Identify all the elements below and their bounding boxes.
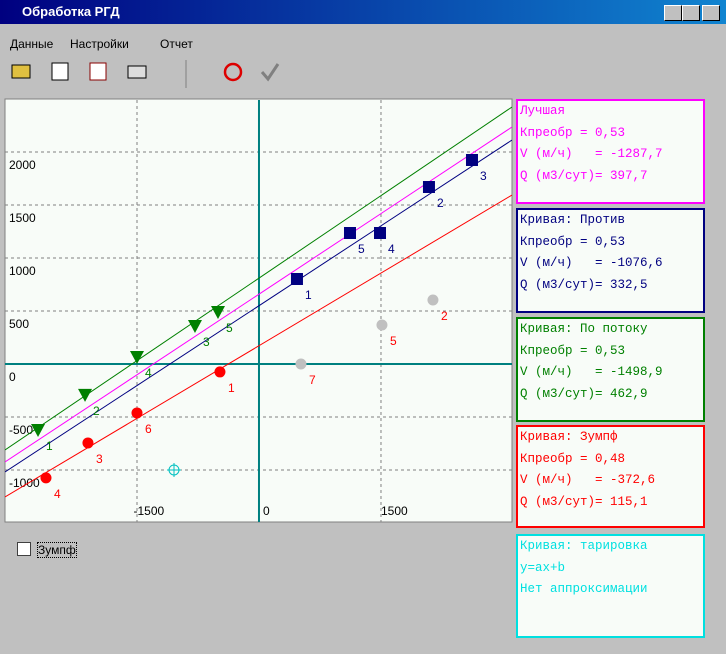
y-tick-label: -1000 bbox=[9, 476, 40, 490]
point-label: 1 bbox=[46, 439, 53, 453]
panel-line: Кпреобр = 0,53 bbox=[520, 343, 626, 358]
info-panel: Кривая: Против Кпреобр = 0,53 V (м/ч) = -1… bbox=[516, 208, 705, 313]
checkbox[interactable] bbox=[17, 542, 31, 556]
point-label: 7 bbox=[309, 373, 316, 387]
point bbox=[131, 407, 143, 419]
panel-line: Кпреобр = 0,48 bbox=[520, 451, 626, 466]
point-label: 5 bbox=[390, 334, 397, 348]
y-tick-label: 2000 bbox=[9, 158, 36, 172]
point-label: 6 bbox=[145, 422, 152, 436]
info-panel: Лучшая Кпреобр = 0,53 V (м/ч) = -1287,7 Q (… bbox=[516, 99, 705, 204]
panel-line: Лучшая bbox=[520, 104, 566, 118]
checkbox-label[interactable]: Зумпф bbox=[37, 542, 77, 558]
point bbox=[210, 305, 225, 319]
minimize[interactable] bbox=[664, 5, 682, 21]
y-tick-label: 0 bbox=[9, 370, 16, 384]
point bbox=[290, 272, 303, 285]
point-label: 2 bbox=[437, 196, 444, 210]
panel-line: Q (м3/сут)= 332,5 bbox=[520, 277, 648, 292]
panel-line: Кривая: По потоку bbox=[520, 322, 648, 336]
point-label: 3 bbox=[96, 452, 103, 466]
point bbox=[187, 320, 202, 334]
panel-line: V (м/ч) = -372,6 bbox=[520, 473, 656, 487]
point bbox=[374, 227, 387, 240]
point bbox=[82, 437, 94, 449]
info-panel: Кривая: Зумпф Кпреобр = 0,48 V (м/ч) = -37… bbox=[516, 425, 705, 528]
stop-icon[interactable] bbox=[223, 62, 243, 82]
close[interactable] bbox=[702, 5, 720, 21]
point-label: 5 bbox=[226, 321, 233, 335]
settings-icon[interactable] bbox=[51, 62, 69, 81]
panel-line: Q (м3/сут)= 115,1 bbox=[520, 494, 648, 509]
info-panel: Кривая: По потоку Кпреобр = 0,53 V (м/ч) =… bbox=[516, 317, 705, 422]
point bbox=[376, 319, 388, 331]
point bbox=[422, 181, 435, 194]
point-label: 4 bbox=[54, 487, 61, 501]
title-bar: Обработка РГД bbox=[0, 0, 726, 24]
x-tick-label: 0 bbox=[263, 504, 270, 518]
point-cross bbox=[167, 462, 181, 477]
menu-item[interactable]: Отчет bbox=[160, 37, 193, 51]
panel-line: Кривая: Против bbox=[520, 213, 626, 227]
info-panel: Кривая: тарировка y=ax+b Нет аппроксимации bbox=[516, 534, 705, 638]
point-label: 4 bbox=[145, 366, 152, 380]
y-tick-label: 500 bbox=[9, 317, 29, 331]
point bbox=[31, 424, 46, 438]
toolbar bbox=[11, 60, 280, 88]
x-tick-label: -1500 bbox=[133, 504, 164, 518]
menu-item[interactable]: Настройки bbox=[70, 37, 129, 51]
panel-line: Нет аппроксимации bbox=[520, 582, 648, 596]
report-icon[interactable] bbox=[89, 62, 107, 81]
point bbox=[427, 294, 439, 306]
panel-line: Q (м3/сут)= 397,7 bbox=[520, 168, 648, 183]
point bbox=[295, 358, 307, 370]
point bbox=[343, 227, 356, 240]
point bbox=[465, 153, 478, 166]
panel-line: Кпреобр = 0,53 bbox=[520, 125, 626, 140]
point-label: 1 bbox=[228, 381, 235, 395]
panel-line: Кривая: тарировка bbox=[520, 539, 648, 553]
check-icon[interactable] bbox=[260, 63, 280, 82]
panel-line: V (м/ч) = -1076,6 bbox=[520, 256, 663, 270]
y-tick-label: 1500 bbox=[9, 211, 36, 225]
menu-item[interactable]: Данные bbox=[10, 37, 54, 51]
window-title: Обработка РГД bbox=[22, 4, 120, 19]
y-tick-label: 1000 bbox=[9, 264, 36, 278]
x-tick-label: 1500 bbox=[381, 504, 408, 518]
panel-line: V (м/ч) = -1498,9 bbox=[520, 365, 663, 379]
fit-line bbox=[5, 139, 512, 473]
point-label: 4 bbox=[388, 242, 395, 256]
print-icon[interactable] bbox=[127, 65, 147, 79]
panel-line: Q (м3/сут)= 462,9 bbox=[520, 386, 648, 401]
chart: -1500 0 1500 -1000 -500 0 500 1000 1500 2000 1 2 3 4 5… bbox=[4, 98, 513, 523]
point-label: 3 bbox=[203, 335, 210, 349]
open-icon[interactable] bbox=[11, 64, 31, 79]
point-label: 1 bbox=[305, 288, 312, 302]
panel-line: V (м/ч) = -1287,7 bbox=[520, 147, 663, 161]
panel-line: Кпреобр = 0,53 bbox=[520, 234, 626, 249]
panel-line: Кривая: Зумпф bbox=[520, 430, 618, 444]
point bbox=[40, 472, 52, 484]
point-label: 5 bbox=[358, 242, 365, 256]
point bbox=[129, 350, 144, 364]
point-label: 3 bbox=[480, 169, 487, 183]
point-label: 2 bbox=[93, 404, 100, 418]
y-tick-label: -500 bbox=[9, 423, 33, 437]
maximize[interactable] bbox=[682, 5, 700, 21]
point bbox=[214, 366, 226, 378]
point-label: 2 bbox=[441, 309, 448, 323]
panel-line: y=ax+b bbox=[520, 560, 566, 575]
point bbox=[78, 388, 93, 402]
